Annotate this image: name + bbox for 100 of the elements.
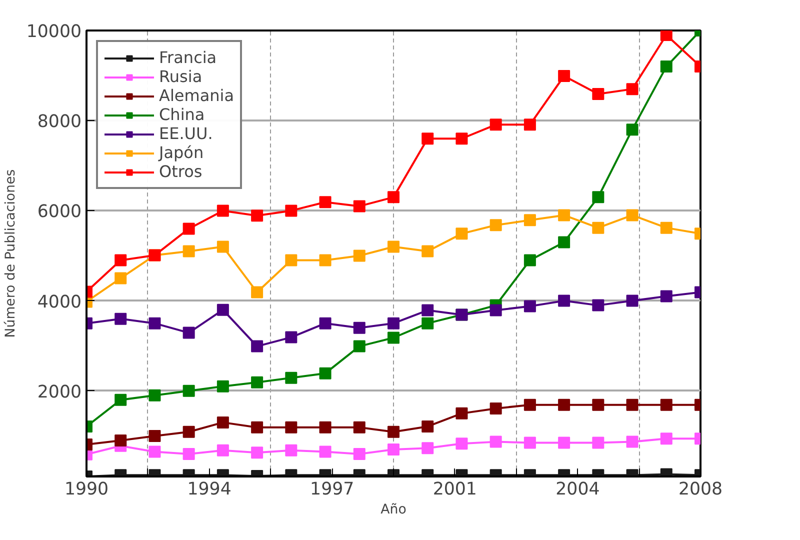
point (660, 222, 672, 234)
point (626, 398, 638, 411)
point (319, 367, 332, 380)
point (524, 436, 536, 449)
point (148, 430, 161, 442)
point (114, 312, 127, 325)
point (626, 124, 638, 136)
point (216, 304, 229, 316)
point (388, 240, 400, 253)
point (353, 250, 366, 262)
point (251, 421, 264, 434)
x-tick-label: 2004 (556, 480, 600, 500)
point (626, 436, 638, 448)
point (422, 132, 434, 145)
x-tick-label: 2001 (432, 480, 477, 500)
point (182, 245, 195, 258)
point (524, 398, 536, 411)
y-tick-label: 2000 (37, 382, 82, 402)
point (592, 88, 604, 100)
point (251, 376, 264, 388)
point (388, 191, 400, 204)
point (319, 254, 332, 266)
point (353, 200, 366, 212)
point (182, 448, 195, 460)
point (182, 426, 195, 438)
point (558, 294, 570, 307)
point (558, 398, 570, 411)
point (285, 331, 298, 344)
point (251, 340, 264, 352)
point (626, 209, 638, 222)
legend-label: Rusia (159, 67, 202, 86)
point (319, 196, 332, 208)
legend-label: Alemania (159, 86, 234, 105)
x-tick-label: 1990 (64, 480, 109, 500)
point (319, 317, 332, 330)
point (558, 236, 570, 248)
y-tick-label: 6000 (37, 202, 82, 222)
point (182, 326, 195, 339)
point (456, 228, 468, 240)
point (660, 432, 672, 445)
point (524, 300, 536, 312)
point (660, 290, 672, 302)
y-tick-label: 8000 (37, 112, 82, 132)
point (251, 210, 264, 222)
point (422, 304, 434, 316)
point (148, 317, 161, 330)
point (216, 380, 229, 392)
point (422, 317, 434, 330)
point (660, 30, 672, 42)
point (216, 444, 229, 456)
point (388, 426, 400, 438)
point (490, 118, 502, 131)
point (353, 421, 366, 434)
point (285, 254, 298, 266)
point (592, 191, 604, 204)
legend-label: China (159, 105, 205, 124)
point (592, 299, 604, 312)
point (524, 254, 536, 266)
point (388, 332, 400, 344)
point (251, 286, 264, 298)
point (114, 254, 127, 266)
point (558, 436, 570, 449)
point (626, 294, 638, 307)
point (456, 407, 468, 420)
point (558, 209, 570, 222)
point (490, 402, 502, 414)
x-axis-title: Año (380, 502, 406, 518)
point (285, 421, 298, 434)
point (422, 442, 434, 454)
point (182, 222, 195, 235)
point (490, 436, 502, 448)
point (285, 204, 298, 217)
x-tick-label: 1994 (187, 480, 232, 500)
y-axis-title: Número de Publicaciones (3, 169, 18, 338)
y-tick-label: 10000 (26, 22, 82, 42)
point (353, 322, 366, 334)
point (285, 372, 298, 384)
point (148, 389, 161, 402)
point (114, 394, 127, 406)
point (388, 443, 400, 456)
point (114, 272, 127, 284)
point (216, 416, 229, 428)
legend-label: Otros (159, 162, 202, 181)
point (558, 70, 570, 82)
point (660, 60, 672, 73)
legend-label: Japón (159, 143, 204, 162)
legend-label: Francia (159, 48, 217, 67)
point (592, 398, 604, 411)
point (319, 421, 332, 434)
point (285, 444, 298, 456)
point (182, 384, 195, 397)
point (388, 317, 400, 330)
point (524, 214, 536, 226)
x-tick-label: 1997 (310, 480, 354, 500)
point (592, 436, 604, 449)
point (319, 446, 332, 458)
legend-label: EE.UU. (159, 124, 213, 143)
point (148, 446, 161, 458)
point (456, 132, 468, 145)
point (592, 222, 604, 234)
